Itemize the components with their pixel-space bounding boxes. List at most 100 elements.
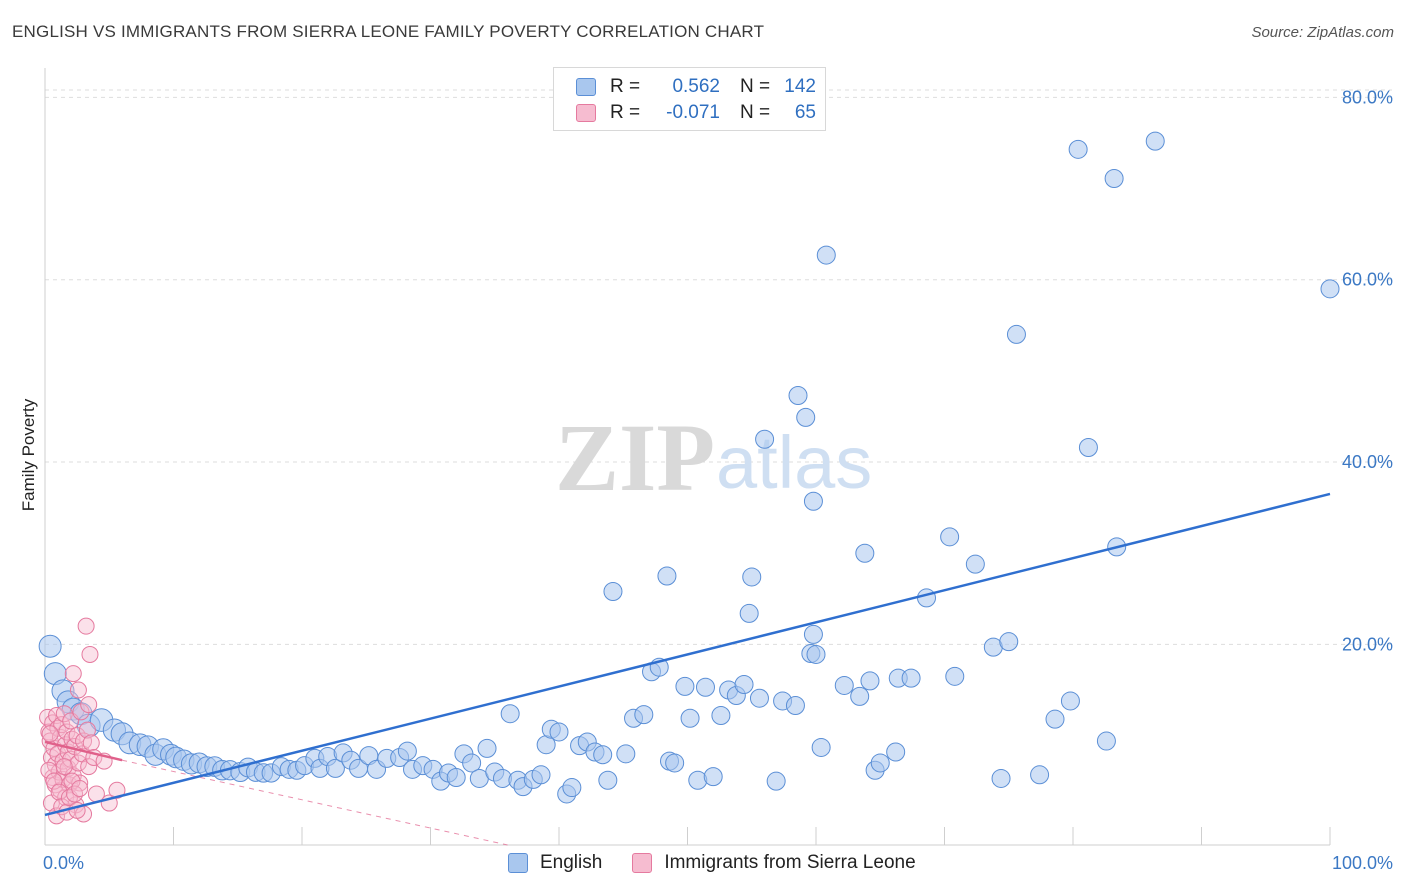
sierra-leone-trend-line (44, 740, 123, 762)
sierra-leone-point (80, 696, 98, 714)
english-point (397, 741, 417, 761)
series-legend: English Immigrants from Sierra Leone (508, 852, 946, 874)
english-point (886, 742, 906, 762)
english-point (634, 705, 654, 725)
series-legend-sierra-leone[interactable]: Immigrants from Sierra Leone (632, 852, 916, 874)
english-point (870, 753, 890, 773)
english-point (742, 567, 762, 587)
english-point (766, 771, 786, 791)
english-point (806, 644, 826, 664)
english-point (477, 738, 497, 758)
series-label-sierra-leone: Immigrants from Sierra Leone (664, 852, 916, 873)
english-point (965, 554, 985, 574)
source-credit: Source: ZipAtlas.com (1251, 24, 1394, 41)
english-point (1068, 139, 1088, 159)
gridlines (45, 89, 1392, 645)
sierra-leone-point (64, 665, 82, 683)
watermark: ZIP atlas (555, 404, 872, 511)
y-tick-label: 80.0% (1342, 87, 1393, 107)
english-point (1320, 279, 1340, 299)
series-swatch-english (508, 853, 528, 873)
english-point (462, 753, 482, 773)
y-axis-label: Family Poverty (19, 398, 38, 511)
english-point (1104, 169, 1124, 188)
legend-r-label: R = (610, 102, 641, 123)
english-point (665, 753, 685, 773)
sierra-leone-point (55, 705, 73, 723)
y-tick-label: 40.0% (1342, 452, 1393, 472)
trend-lines (44, 492, 1331, 817)
english-point (991, 768, 1011, 788)
series-legend-english[interactable]: English (508, 852, 602, 874)
english-point (562, 778, 582, 798)
legend-n-value: 142 (784, 76, 816, 97)
sierra-leone-point (45, 772, 63, 790)
english-point (999, 632, 1019, 652)
english-point (803, 624, 823, 644)
english-point (38, 634, 62, 658)
y-tick-label: 20.0% (1342, 634, 1393, 654)
correlation-legend: R = 0.562 N = 142 R = -0.071 N = 65 (553, 67, 826, 131)
english-point (803, 491, 823, 511)
english-point (549, 722, 569, 742)
sierra-leone-point (108, 781, 126, 799)
english-point (917, 588, 937, 608)
english-point (739, 603, 759, 623)
watermark-zip: ZIP (555, 404, 715, 511)
english-trend-line (44, 492, 1331, 817)
sierra-leone-point (78, 721, 96, 739)
english-point (834, 675, 854, 695)
x-tick-label: 0.0% (43, 853, 84, 873)
sierra-leone-point (69, 754, 87, 772)
english-point (1145, 131, 1165, 151)
english-point (1045, 709, 1065, 729)
legend-r-value: 0.562 (672, 76, 720, 97)
english-point (901, 668, 921, 688)
english-point (446, 768, 466, 788)
english-point (860, 671, 880, 691)
tick-labels: 20.0% 40.0% 60.0% 80.0% 0.0% 100.0% (43, 87, 1393, 873)
english-point (755, 429, 775, 449)
series-swatch-sierra-leone (632, 853, 653, 873)
english-point (1030, 765, 1050, 785)
english-point (796, 407, 816, 427)
english-point (1006, 324, 1026, 344)
legend-n-label: N = (740, 76, 771, 97)
legend-n-value: 65 (794, 102, 816, 123)
y-tick-label: 60.0% (1342, 270, 1393, 290)
legend-r-value: -0.071 (666, 102, 720, 123)
legend-row-english: R = 0.562 N = 142 (576, 75, 816, 99)
legend-row-sierra-leone: R = -0.071 N = 65 (576, 101, 816, 125)
english-point (945, 666, 965, 686)
english-point (680, 708, 700, 728)
sierra-leone-point (69, 681, 87, 699)
english-point (940, 527, 960, 547)
watermark-atlas: atlas (716, 421, 872, 504)
sierra-leone-point (80, 758, 98, 776)
legend-swatch-english (576, 78, 596, 96)
english-point (816, 245, 836, 265)
sierra-leone-point (55, 758, 73, 776)
english-point (1060, 691, 1080, 711)
english-point (531, 765, 551, 785)
english-point (325, 758, 345, 778)
english-point (811, 737, 831, 757)
sierra-leone-point (77, 617, 95, 635)
english-point (788, 386, 808, 405)
english-point (616, 744, 636, 764)
sierra-leone-point (82, 734, 100, 752)
sierra-leone-point (41, 725, 59, 743)
sierra-leone-point (71, 779, 89, 797)
legend-n-label: N = (740, 102, 771, 123)
sierra-leone-point (81, 645, 99, 663)
english-point (657, 566, 677, 586)
data-points (38, 131, 1340, 825)
english-point (500, 704, 520, 724)
english-point (711, 706, 731, 726)
axes (44, 68, 1331, 846)
english-point (593, 745, 613, 765)
english-point (675, 676, 695, 696)
english-point (785, 696, 805, 715)
english-point (1078, 437, 1098, 457)
